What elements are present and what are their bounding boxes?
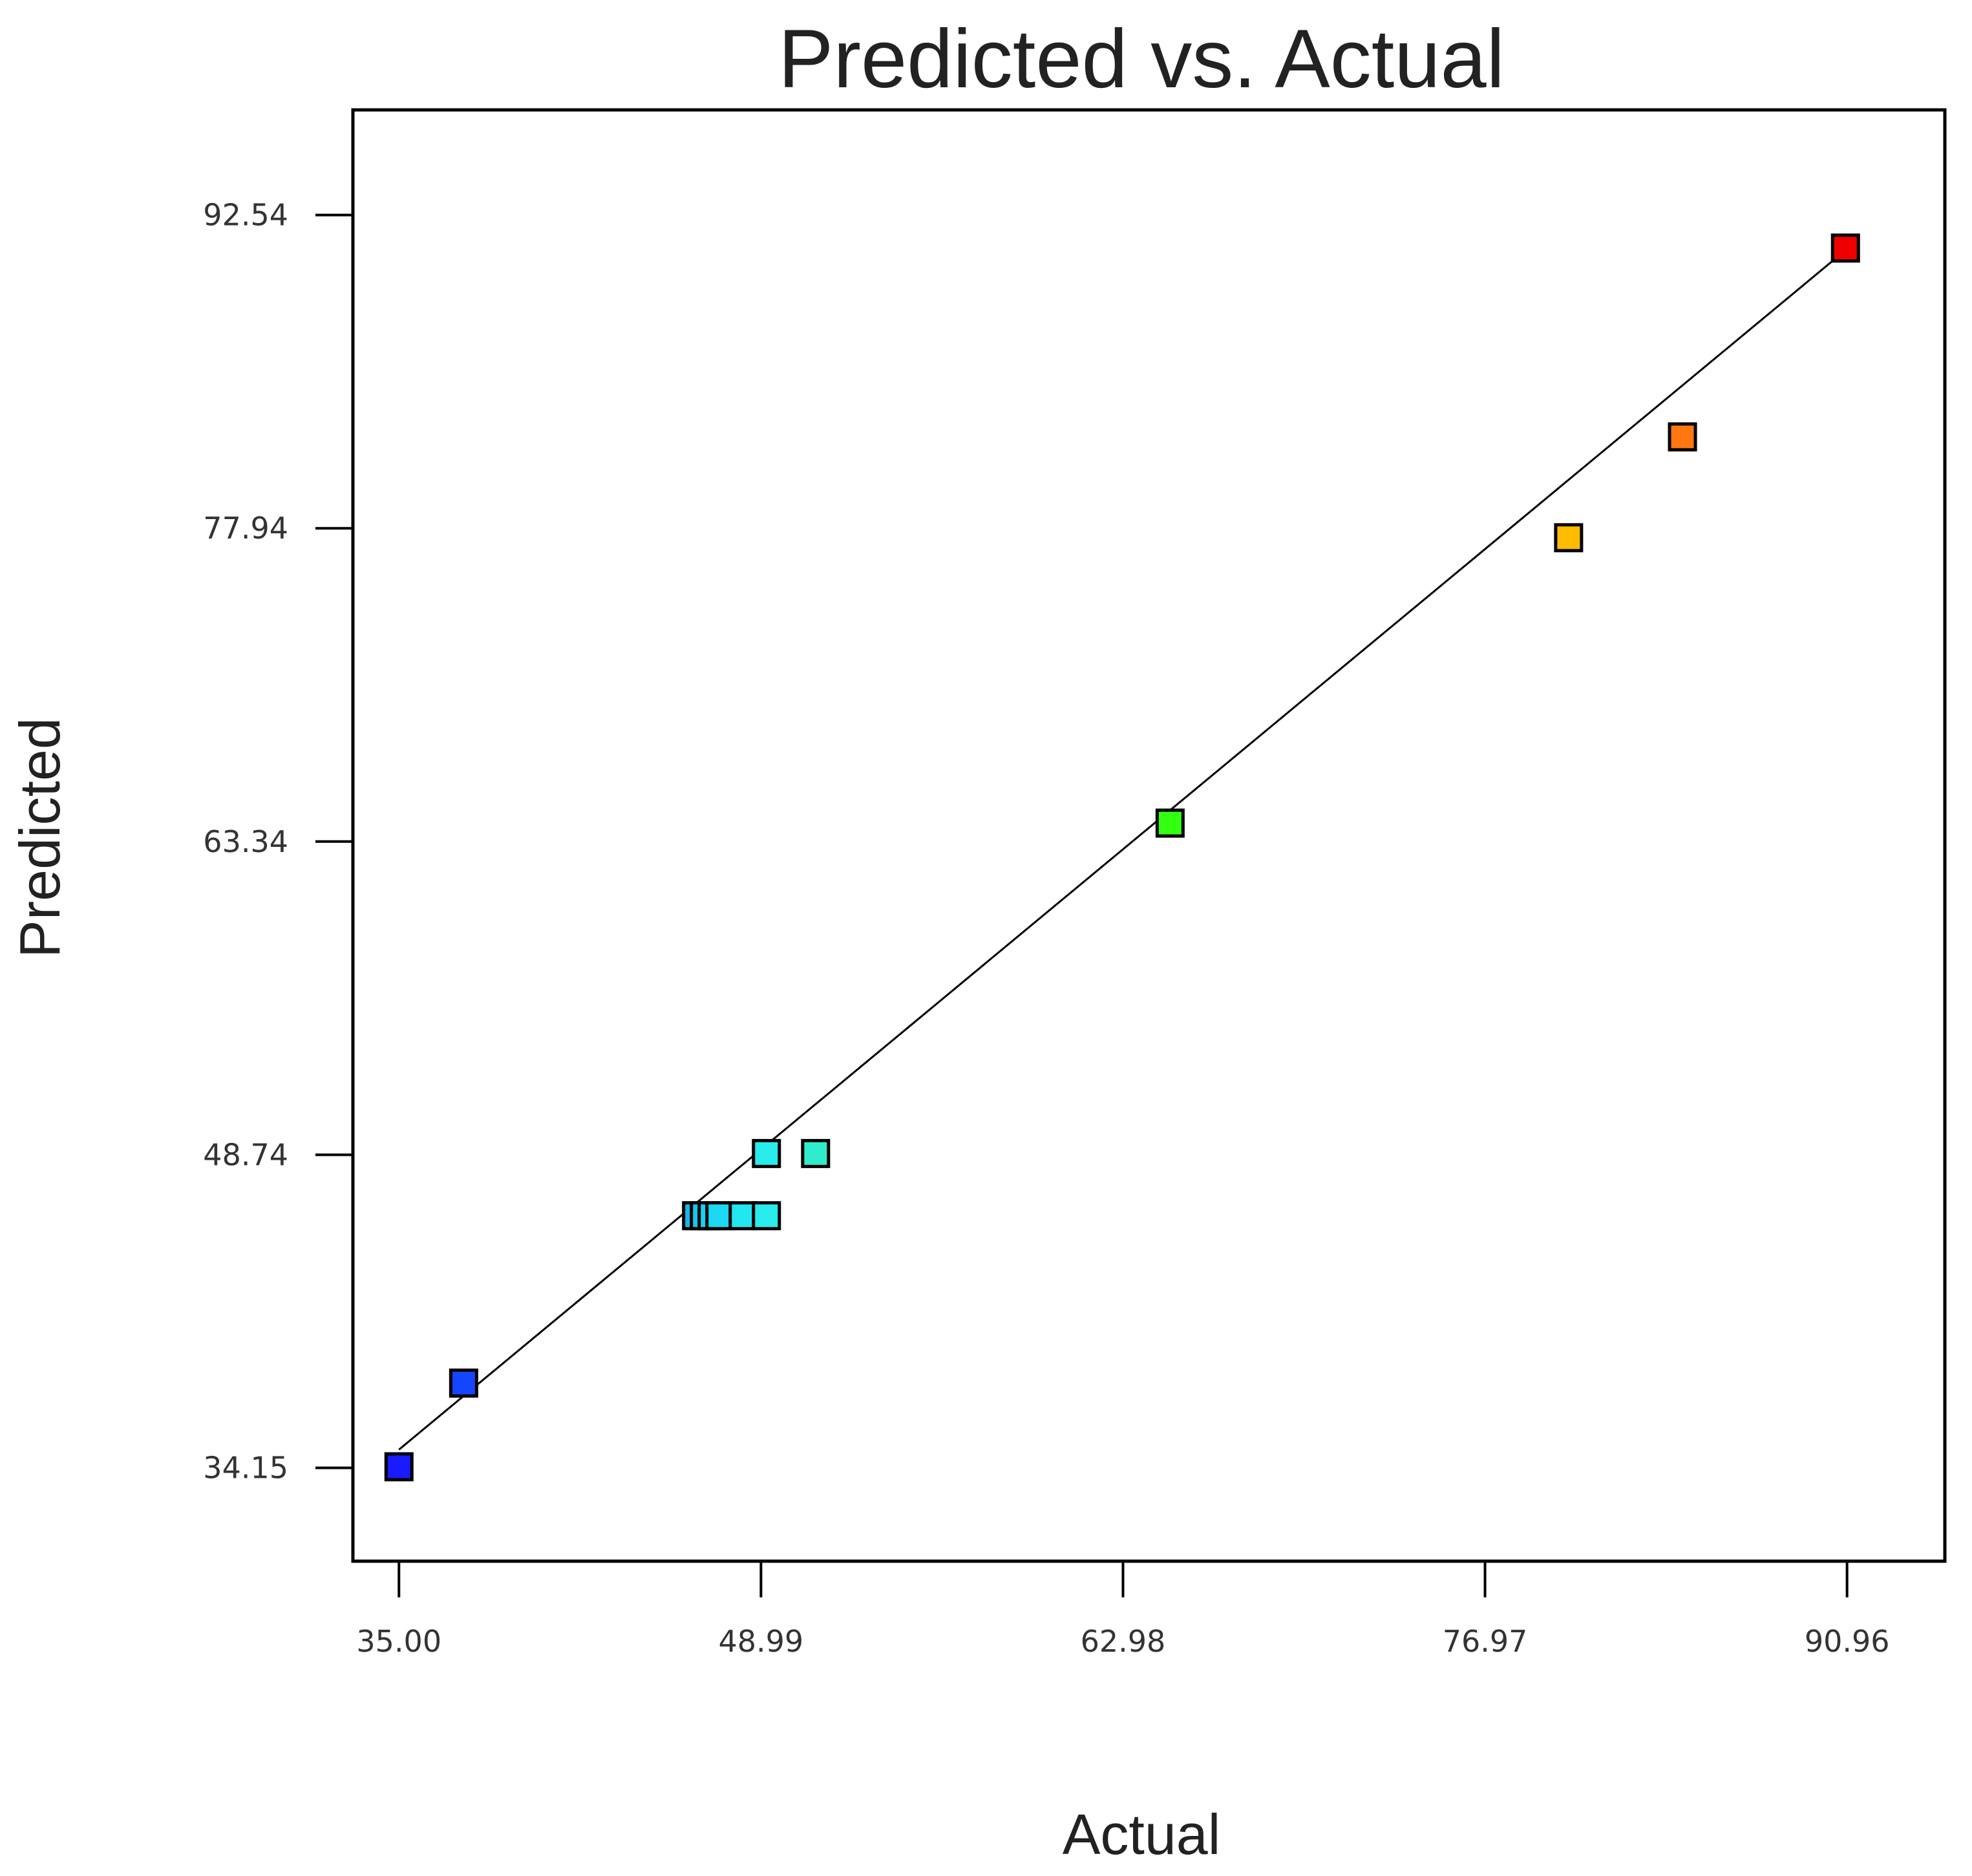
x-tick-label: 76.97 [1443, 1624, 1528, 1659]
data-point [1554, 523, 1584, 553]
y-tick-label: 48.74 [203, 1137, 288, 1172]
x-tick-label: 62.98 [1081, 1624, 1166, 1659]
y-axis-label: Predicted [8, 718, 72, 958]
y-tick-label: 34.15 [203, 1451, 288, 1486]
data-point [752, 1201, 781, 1231]
data-point [752, 1138, 781, 1168]
x-tick-label: 48.99 [719, 1624, 804, 1659]
data-point [449, 1369, 478, 1398]
y-tick-label: 77.94 [203, 511, 288, 546]
data-point [1155, 808, 1185, 838]
data-point [728, 1201, 758, 1231]
x-axis-label: Actual [1063, 1802, 1221, 1866]
x-tick-label: 90.96 [1805, 1624, 1890, 1659]
x-ticks: 35.00 48.99 62.98 76.97 90.96 [356, 1561, 1890, 1659]
y-tick-label: 92.54 [203, 198, 288, 233]
y-ticks: 92.54 77.94 63.34 48.74 34.15 [203, 198, 353, 1486]
data-point [801, 1138, 831, 1168]
x-tick-label: 35.00 [356, 1624, 441, 1659]
data-point [384, 1452, 414, 1482]
reference-line [398, 248, 1848, 1451]
data-point [1830, 233, 1860, 263]
chart-title: Predicted vs. Actual [778, 13, 1505, 105]
y-tick-label: 63.34 [203, 824, 288, 859]
plot-frame [351, 108, 1947, 1563]
data-point [1668, 422, 1697, 452]
data-points [384, 233, 1860, 1482]
